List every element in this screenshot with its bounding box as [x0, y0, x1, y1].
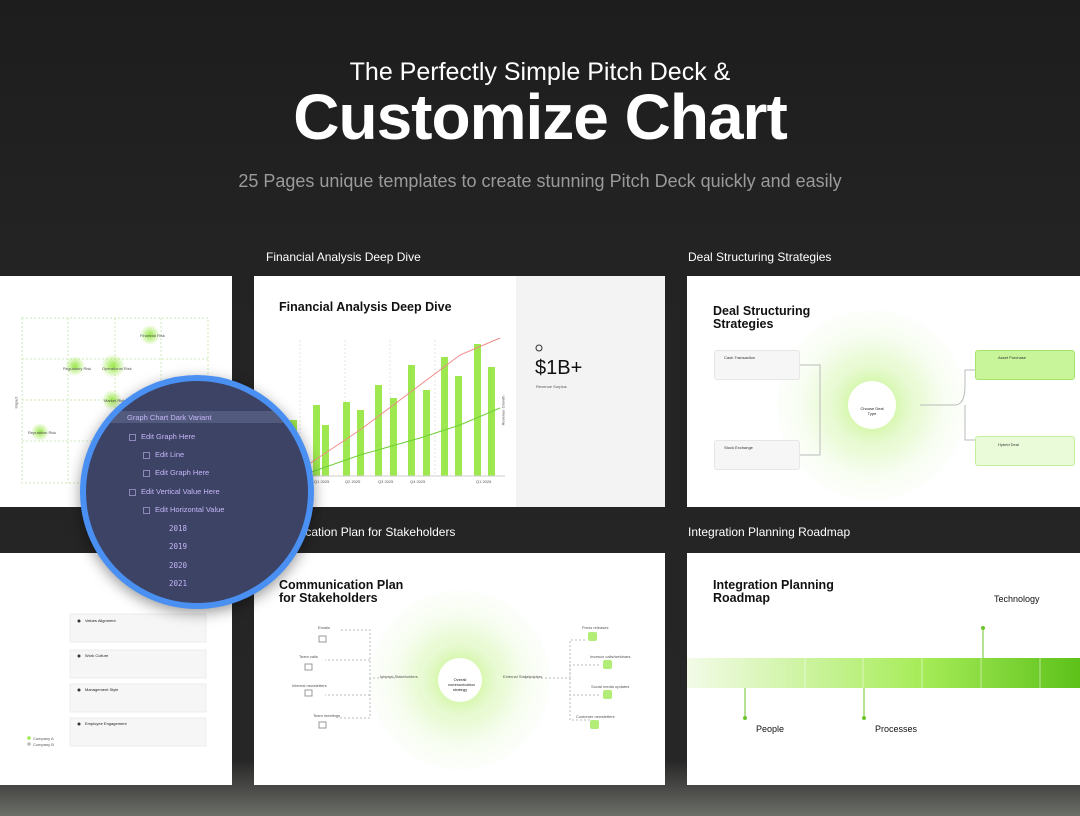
center-label: Choose Deal Type	[860, 406, 884, 416]
chart-line	[299, 407, 501, 477]
x-label: Q4 2025	[410, 479, 426, 484]
option: Stock Exchange	[724, 445, 753, 450]
menu-year[interactable]: 2021	[169, 579, 188, 588]
metric-label: Revenue Surplus	[536, 384, 567, 389]
menu-icon	[129, 434, 136, 441]
risk-dot	[65, 356, 85, 376]
menu-icon	[143, 470, 150, 477]
slide-title: Financial Analysis Deep Dive	[279, 300, 452, 314]
band-dividers	[804, 658, 1041, 688]
risk-label: Reputation Risk	[28, 430, 57, 435]
menu-year[interactable]: 2018	[169, 524, 188, 533]
connectors	[325, 629, 600, 721]
side-panel	[516, 276, 665, 507]
legend-dot	[27, 736, 31, 740]
list-item: Work Culture	[85, 653, 109, 658]
menu-item[interactable]: Edit Graph Here	[155, 468, 210, 477]
channel: Press releases	[582, 625, 609, 630]
markers	[744, 628, 984, 718]
list-dots	[77, 619, 81, 726]
legend-entry: Company A	[33, 736, 54, 741]
menu-year[interactable]: 2020	[169, 561, 188, 570]
header-subtitle: 25 Pages unique templates to create stun…	[238, 171, 842, 191]
legend-dot	[27, 742, 31, 746]
channel: Team meetings	[313, 713, 341, 718]
menu-item[interactable]: Edit Vertical Value Here	[141, 487, 220, 496]
list-item: Employee Engagement	[85, 721, 127, 726]
option-box	[714, 350, 800, 380]
menu-item[interactable]: Edit Horizontal Value	[155, 505, 225, 514]
highlight-row	[86, 411, 308, 423]
option: Hybrid Deal	[998, 442, 1019, 447]
risk-dot	[31, 423, 49, 441]
risk-label: Regulatory Risk	[63, 366, 92, 371]
icons	[588, 632, 612, 729]
slide-title: Deal Structuring Strategies	[713, 304, 811, 331]
slide-title: Communication Plan for Stakeholders	[279, 578, 404, 605]
chart-line	[299, 337, 501, 471]
group-label: External Stakeholders	[503, 674, 543, 679]
risk-dot	[101, 354, 125, 378]
menu-icon	[143, 452, 150, 459]
roadmap-band	[687, 658, 1080, 688]
menu-item[interactable]: Graph Chart Dark Variant	[127, 413, 212, 422]
menu-item[interactable]: Edit Line	[155, 450, 185, 459]
x-label: Q1 2026	[476, 479, 492, 484]
menu-year[interactable]: 2019	[169, 542, 188, 551]
legend-entry: Company B	[33, 742, 54, 747]
icon	[535, 344, 543, 352]
list-boxes	[69, 613, 207, 747]
header-title: Customize Chart	[293, 81, 788, 153]
stage: Technology	[994, 594, 1040, 604]
menu-icon	[129, 489, 136, 496]
risk-dot	[140, 325, 160, 345]
list-item: Values Alignment	[85, 618, 116, 623]
risk-label: Financial Risk	[140, 333, 165, 338]
icons	[304, 635, 327, 729]
header-line: The Perfectly Simple Pitch Deck &	[349, 58, 731, 86]
channel: Internal newsletters	[292, 683, 327, 688]
caption: Integration Planning Roadmap	[688, 525, 851, 539]
center-label: Overall communication strategy	[448, 677, 475, 692]
x-label: Q3 2025	[378, 479, 394, 484]
group-label: Internal Stakeholders	[380, 674, 418, 679]
menu-item[interactable]: Edit Graph Here	[141, 432, 196, 441]
list-item: Management Style	[85, 687, 119, 692]
stage: Processes	[875, 724, 918, 734]
metric: $1B+	[535, 357, 583, 379]
caption: Deal Structuring Strategies	[688, 250, 832, 264]
axis-label: Impact	[13, 396, 19, 409]
channel: Investor calls/webinars	[590, 654, 631, 659]
channel: Team calls	[299, 654, 318, 659]
channel: Customer newsletters	[576, 714, 615, 719]
x-label: Q1 2025	[314, 479, 330, 484]
magnifier: Graph Chart Dark Variant Edit Graph Here…	[80, 375, 314, 609]
stage: People	[756, 724, 785, 734]
connectors	[798, 364, 975, 456]
channel: Emails	[318, 625, 331, 630]
caption: Financial Analysis Deep Dive	[266, 250, 421, 264]
option: Asset Purchase	[998, 355, 1027, 360]
channel: Social media updates	[591, 684, 630, 689]
risk-label: Market Risk	[104, 398, 126, 403]
x-label: Q2 2025	[345, 479, 361, 484]
axis-label: Revenue Growth	[500, 395, 506, 426]
center	[438, 658, 482, 702]
marker-dots	[743, 626, 985, 720]
option-box	[975, 436, 1075, 466]
option-box	[975, 350, 1075, 380]
center	[848, 381, 896, 429]
option-box	[714, 440, 800, 470]
menu-icon	[143, 507, 150, 514]
option: Cash Transaction	[724, 355, 756, 360]
risk-label: Operational Risk	[102, 366, 132, 371]
slide-title: Integration Planning Roadmap	[713, 578, 834, 605]
